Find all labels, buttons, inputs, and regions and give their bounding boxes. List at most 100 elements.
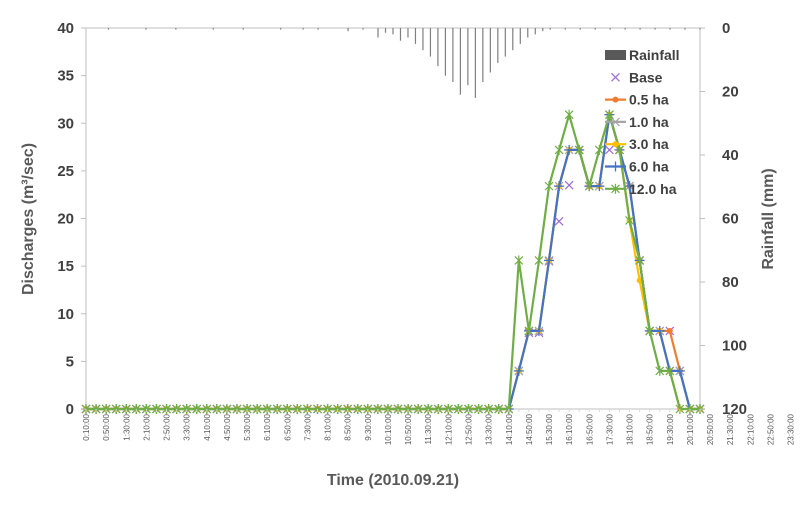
y2-tick-label: 120 (722, 401, 747, 418)
rainfall-bar (512, 28, 514, 51)
x-tick-label: 13:30:00 (485, 413, 494, 445)
x-tick-label: 20:50:00 (706, 413, 715, 445)
series-line (86, 113, 700, 411)
rainfall-bar (467, 28, 469, 86)
data-point (612, 141, 619, 148)
rainfall-bar (504, 28, 506, 57)
legend-item: 6.0 ha (605, 159, 669, 175)
data-point (612, 96, 619, 103)
rainfall-bar (639, 28, 641, 30)
rainfall-bar (317, 28, 319, 30)
x-tick-label: 23:30:00 (787, 413, 796, 445)
y-tick-label: 25 (57, 163, 74, 180)
x-tick-label: 8:50:00 (344, 413, 353, 440)
rainfall-bar (362, 28, 364, 30)
data-point (645, 325, 655, 336)
y2-tick-label: 100 (722, 338, 747, 355)
legend-label: 0.5 ha (629, 92, 669, 108)
data-point (610, 161, 621, 172)
rainfall-bar (609, 28, 611, 30)
rainfall-bar (145, 28, 147, 30)
x-tick-label: 10:10:00 (384, 413, 393, 445)
series-6-0-ha (81, 109, 705, 414)
rainfall-bars (107, 28, 701, 98)
rainfall-bar (474, 28, 476, 98)
data-point (674, 365, 685, 376)
rainfall-bar (107, 28, 110, 30)
right-y-axis: 120 100 80 60 40 20 0 (700, 20, 747, 418)
rainfall-bar (624, 28, 626, 30)
data-point (533, 325, 544, 336)
legend-label: Base (629, 69, 663, 85)
rainfall-bar (564, 28, 566, 30)
x-tick-label: 9:30:00 (364, 413, 373, 440)
x-tick-label: 6:10:00 (263, 413, 272, 440)
data-point (514, 255, 524, 266)
data-point (611, 117, 620, 127)
plot-area-border (85, 27, 701, 410)
legend-label: 1.0 ha (629, 114, 669, 130)
x-tick-label: 6:50:00 (283, 413, 292, 440)
y2-tick-label: 0 (722, 20, 730, 37)
x-tick-label: 8:10:00 (324, 413, 333, 440)
x-tick-label: 0:50:00 (102, 413, 111, 440)
rainfall-bar (302, 28, 304, 30)
legend-label: 12.0 ha (629, 181, 677, 197)
y-tick-label: 30 (57, 115, 74, 132)
series-3-0-ha (83, 111, 703, 412)
rainfall-bar (407, 28, 409, 38)
x-tick-label: 18:50:00 (646, 413, 655, 445)
y-tick-label: 5 (66, 353, 74, 370)
x-tick-label: 18:10:00 (626, 413, 635, 445)
data-point (564, 109, 574, 120)
rainfall-bar (669, 28, 671, 30)
x-tick-label: 1:30:00 (122, 413, 131, 440)
rainfall-bar (549, 28, 551, 30)
x-tick-label: 4:50:00 (223, 413, 232, 440)
series-0-5-ha (83, 111, 703, 412)
data-point (604, 109, 614, 120)
rainfall-bar (175, 28, 177, 30)
rainfall-bar (377, 28, 379, 38)
data-point (574, 144, 584, 155)
y-tick-label: 15 (57, 258, 74, 275)
rainfall-bar (527, 28, 529, 38)
x-tick-label: 21:30:00 (726, 413, 735, 445)
data-point (666, 327, 673, 334)
rainfall-bar (399, 28, 402, 41)
series-line (86, 113, 700, 411)
rainfall-bar (684, 28, 686, 30)
rainfall-bar (497, 28, 499, 63)
rainfall-bar (429, 28, 432, 57)
data-point (654, 325, 665, 336)
x-tick-label: 4:10:00 (203, 413, 212, 440)
data-point (554, 181, 565, 192)
data-point (594, 144, 604, 155)
rainfall-bar (414, 28, 417, 44)
rainfall-bar (452, 28, 454, 82)
series-base (81, 145, 705, 414)
rainfall-bar (594, 28, 596, 30)
data-point (513, 365, 524, 376)
data-point (594, 181, 605, 192)
rainfall-bar (534, 28, 536, 35)
data-point (534, 255, 544, 266)
x-tick-label: 12:50:00 (464, 413, 473, 445)
data-point (564, 180, 574, 190)
x-tick-label: 17:30:00 (605, 413, 614, 445)
y-tick-label: 10 (57, 306, 74, 323)
data-point (544, 255, 555, 266)
rainfall-bar (212, 28, 214, 30)
series-line (86, 113, 700, 411)
legend-label: Rainfall (629, 47, 680, 63)
x-tick-label: 5:30:00 (243, 413, 252, 440)
rainfall-bar (699, 28, 701, 30)
rainfall-bar (444, 28, 447, 76)
x-tick-label: 0:10:00 (82, 413, 91, 440)
data-point (635, 255, 645, 266)
rainfall-bar (654, 28, 656, 30)
rainfall-bar (242, 28, 244, 30)
y2-tick-label: 60 (722, 211, 739, 228)
x-tick-label: 7:30:00 (303, 413, 312, 440)
x-tick-label: 15:30:00 (545, 413, 554, 445)
